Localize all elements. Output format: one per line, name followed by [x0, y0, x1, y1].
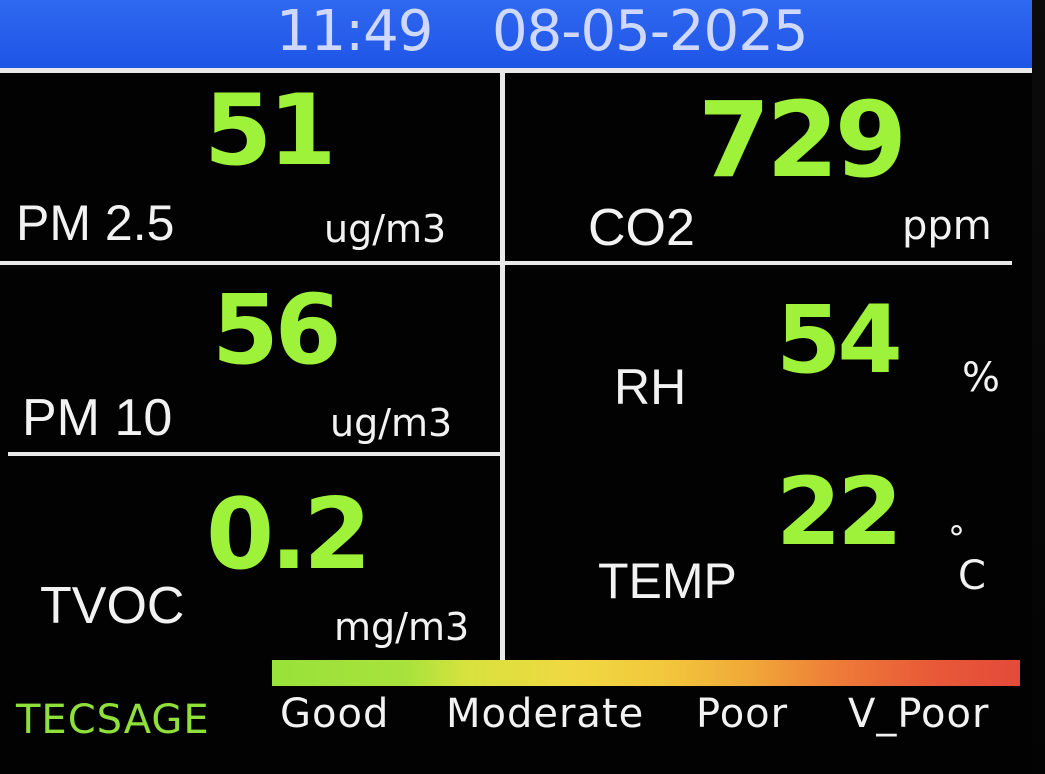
rh-label: RH: [614, 359, 687, 415]
temp-degree-symbol: °: [948, 519, 965, 559]
clock-date: 08-05-2025: [492, 0, 808, 64]
rh-value: 54: [776, 286, 903, 395]
pm10-label: PM 10: [22, 389, 173, 447]
temp-value: 22: [776, 458, 903, 567]
pm10-value: 56: [212, 274, 342, 386]
co2-label: CO2: [588, 199, 695, 257]
clock-time: 11:49: [276, 0, 433, 64]
brand-logo: TECSAGE: [16, 697, 210, 743]
temp-label: TEMP: [598, 553, 737, 609]
legend-poor: Poor: [696, 691, 789, 737]
divider-row2-left: [8, 452, 505, 456]
status-header: 11:49 08-05-2025: [0, 0, 1032, 68]
tvoc-unit: mg/m3: [334, 605, 470, 649]
tvoc-label: TVOC: [40, 577, 185, 635]
divider-top: [0, 68, 1032, 73]
co2-value: 729: [698, 79, 907, 201]
air-quality-scale-bar: [272, 660, 1020, 686]
tvoc-value: 0.2: [206, 478, 372, 592]
rh-unit: %: [962, 355, 1001, 401]
temp-unit: C: [958, 553, 986, 599]
legend-very-poor: V_Poor: [848, 691, 990, 737]
divider-center: [500, 73, 505, 667]
divider-row1: [0, 261, 1012, 265]
pm25-label: PM 2.5: [16, 195, 175, 251]
pm10-unit: ug/m3: [330, 401, 453, 445]
legend-good: Good: [280, 691, 390, 737]
co2-unit: ppm: [902, 203, 992, 249]
pm25-value: 51: [204, 74, 336, 188]
legend-moderate: Moderate: [446, 691, 645, 737]
pm25-unit: ug/m3: [324, 207, 447, 251]
